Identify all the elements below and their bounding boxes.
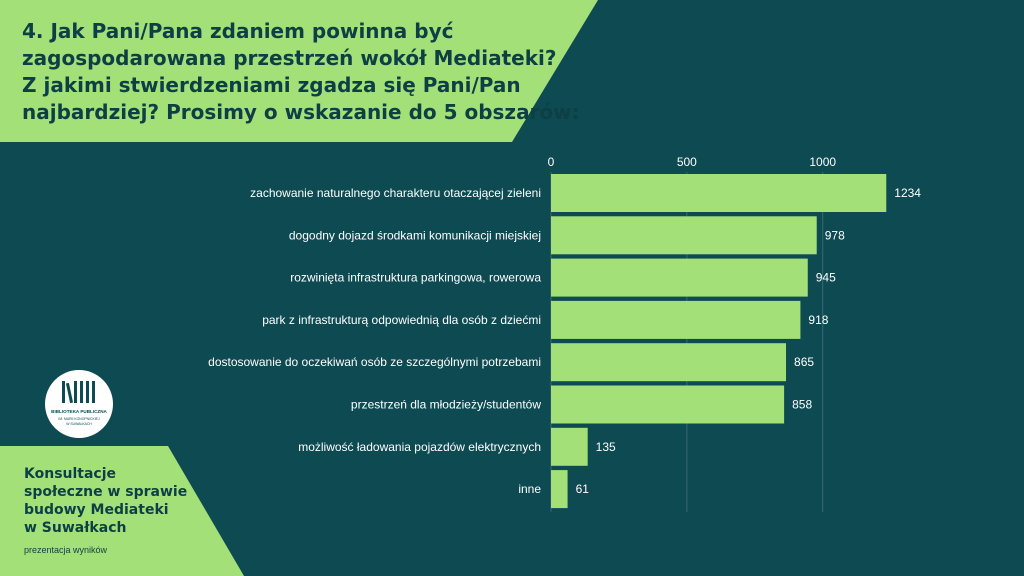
value-label: 135 — [596, 440, 616, 454]
bar — [551, 300, 801, 339]
value-label: 1234 — [894, 186, 921, 200]
footer-title-line: budowy Mediateki — [24, 502, 169, 518]
x-tick-label: 0 — [548, 155, 555, 169]
value-label: 978 — [825, 228, 845, 242]
logo-text-line1: BIBLIOTEKA PUBLICZNA — [51, 409, 107, 414]
x-tick-label: 500 — [677, 155, 697, 169]
x-tick-label: 1000 — [809, 155, 836, 169]
bar — [551, 216, 817, 255]
logo-text-line3: W SUWAŁKACH — [66, 422, 92, 426]
category-label: inne — [518, 482, 541, 496]
category-label: zachowanie naturalnego charakteru otacza… — [250, 186, 541, 200]
bar — [551, 258, 808, 297]
footer-subtitle: prezentacja wyników — [24, 545, 108, 555]
title-line: Z jakimi stwierdzeniami zgadza się Pani/… — [22, 73, 521, 97]
bar — [551, 343, 787, 382]
bar — [551, 174, 887, 212]
logo-text-line2: IM. MARII KONOPNICKIEJ — [58, 417, 100, 421]
title-banner-shape — [0, 0, 598, 142]
category-label: przestrzeń dla młodzieży/studentów — [351, 398, 541, 412]
value-label: 61 — [576, 482, 590, 496]
bar — [551, 385, 785, 424]
footer-banner-shape — [0, 446, 244, 576]
category-label: park z infrastrukturą odpowiednią dla os… — [262, 313, 541, 327]
category-label: dostosowanie do oczekiwań osób ze szczeg… — [208, 355, 541, 369]
title-line: zagospodarowana przestrzeń wokół Mediate… — [22, 46, 557, 70]
footer-title: Konsultacje społeczne w sprawie budowy M… — [24, 465, 194, 537]
value-label: 865 — [794, 355, 814, 369]
footer-title-line: w Suwałkach — [24, 520, 127, 536]
category-label: dogodny dojazd środkami komunikacji miej… — [289, 228, 541, 242]
bar — [551, 427, 588, 466]
category-label: możliwość ładowania pojazdów elektryczny… — [298, 440, 541, 454]
footer-title-line: Konsultacje — [24, 466, 117, 482]
title-line: 4. Jak Pani/Pana zdaniem powinna być — [22, 19, 454, 43]
value-label: 945 — [816, 271, 836, 285]
bar — [551, 470, 568, 509]
value-label: 858 — [792, 398, 812, 412]
logo-circle — [45, 370, 113, 438]
footer-title-line: społeczne w sprawie — [24, 484, 188, 500]
category-label: rozwinięta infrastruktura parkingowa, ro… — [290, 271, 541, 285]
library-logo: BIBLIOTEKA PUBLICZNA IM. MARII KONOPNICK… — [45, 370, 113, 438]
books-icon — [62, 381, 95, 404]
slide-title: 4. Jak Pani/Pana zdaniem powinna być zag… — [22, 18, 580, 126]
title-line: najbardziej? Prosimy o wskazanie do 5 ob… — [22, 100, 580, 124]
value-label: 918 — [808, 313, 828, 327]
